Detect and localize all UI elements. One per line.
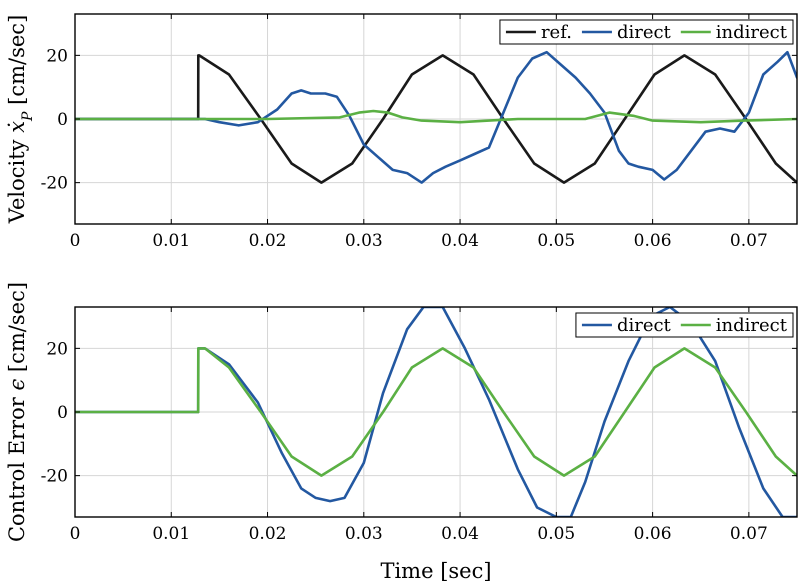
y-axis-label-symbol: ẋ bbox=[5, 121, 29, 133]
y-tick-label: 0 bbox=[57, 110, 68, 130]
legend: ref. direct indirect bbox=[499, 19, 794, 45]
x-tick-label: 0 bbox=[70, 524, 81, 544]
y-tick-label: 0 bbox=[57, 403, 68, 423]
x-axis-label: Time [sec] bbox=[380, 559, 491, 583]
y-axis-label-unit: [cm/sec] bbox=[5, 282, 29, 379]
y-tick-label: 20 bbox=[46, 339, 68, 359]
y-tick-label: -20 bbox=[41, 467, 68, 487]
legend-label: direct bbox=[617, 22, 672, 43]
y-tick-label: -20 bbox=[41, 174, 68, 194]
legend-label: indirect bbox=[716, 315, 788, 336]
y-axis-label: Control Error ϵ [cm/sec] bbox=[5, 282, 29, 542]
y-axis-label-text: Velocity bbox=[5, 133, 29, 224]
x-tick-label: 0.04 bbox=[441, 524, 479, 544]
series-line-direct bbox=[75, 50, 797, 184]
y-axis-label-unit: [cm/sec] bbox=[5, 15, 29, 112]
x-tick-label: 0.06 bbox=[634, 231, 672, 251]
x-tick-label: 0.01 bbox=[152, 524, 190, 544]
y-axis-label: Velocity ẋP [cm/sec] bbox=[5, 15, 36, 225]
x-tick-label: 0.07 bbox=[730, 231, 768, 251]
x-tick-label: 0.01 bbox=[152, 231, 190, 251]
x-tick-label: 0 bbox=[70, 231, 81, 251]
x-tick-label: 0.05 bbox=[537, 231, 575, 251]
x-tick-label: 0.06 bbox=[634, 524, 672, 544]
x-tick-label: 0.02 bbox=[249, 231, 287, 251]
y-axis-label-subscript: P bbox=[20, 111, 36, 122]
x-tick-label: 0.03 bbox=[345, 231, 383, 251]
x-tick-label: 0.03 bbox=[345, 524, 383, 544]
y-tick-label: 20 bbox=[46, 46, 68, 66]
legend-label: indirect bbox=[716, 22, 788, 43]
velocity-plot: 0 0.01 0.02 0.03 0.04 0.05 0.06 0.07 -20 0 20 Veloc… bbox=[5, 13, 798, 251]
legend: direct indirect bbox=[575, 312, 794, 338]
y-axis-label-symbol: ϵ bbox=[5, 379, 29, 391]
x-tick-label: 0.02 bbox=[249, 524, 287, 544]
legend-label: direct bbox=[617, 315, 672, 336]
x-tick-label: 0.04 bbox=[441, 231, 479, 251]
legend-label: ref. bbox=[541, 22, 572, 43]
series-group bbox=[75, 50, 797, 184]
series-line-indirect bbox=[75, 347, 797, 477]
x-tick-label: 0.07 bbox=[730, 524, 768, 544]
series-line-indirect bbox=[75, 109, 797, 124]
legend-box bbox=[499, 19, 794, 45]
x-tick-label: 0.05 bbox=[537, 524, 575, 544]
control-error-plot: 0 0.01 0.02 0.03 0.04 0.05 0.06 0.07 -20 0 20 Contr… bbox=[5, 282, 798, 544]
series-line-ref bbox=[75, 54, 797, 184]
y-axis-label-text: Control Error bbox=[5, 391, 29, 543]
